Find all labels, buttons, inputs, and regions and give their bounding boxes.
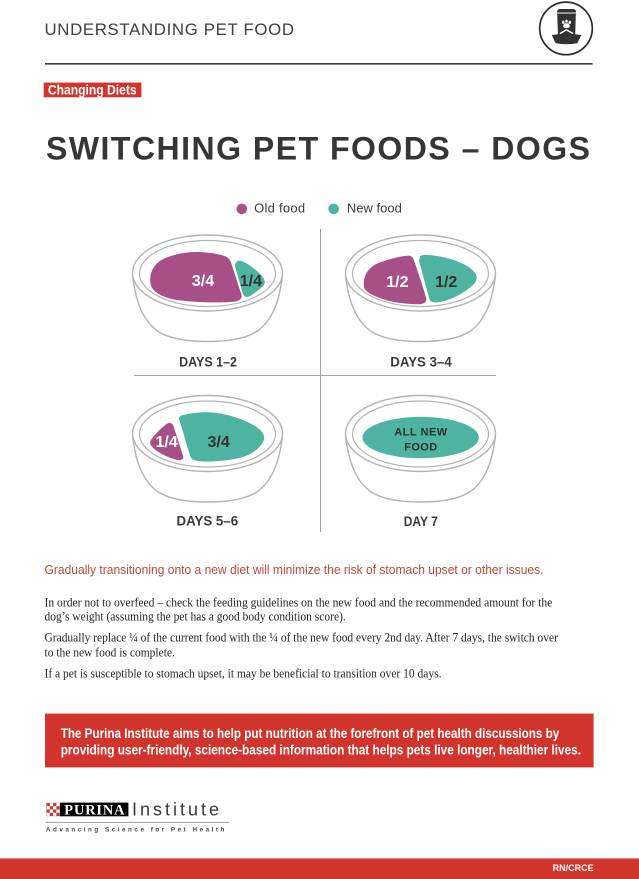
svg-text:Changing Diets: Changing Diets [48,82,137,98]
svg-text:to the new food is complete.: to the new food is complete. [45,645,175,660]
svg-text:FOOD: FOOD [404,442,437,454]
svg-text:3/4: 3/4 [207,434,229,451]
svg-text:DAYS 5–6: DAYS 5–6 [177,513,239,528]
svg-text:1/4: 1/4 [155,434,177,451]
svg-text:DAYS 3–4: DAYS 3–4 [390,355,452,370]
svg-text:RN/CRCE: RN/CRCE [553,863,594,873]
svg-text:1/2: 1/2 [435,274,457,291]
svg-text:Old food: Old food [254,201,305,216]
svg-text:1/4: 1/4 [240,273,262,290]
svg-text:SWITCHING PET FOODS – DOGS: SWITCHING PET FOODS – DOGS [46,130,590,166]
svg-text:In order not to overfeed – che: In order not to overfeed – check the fee… [45,594,553,609]
svg-text:3/4: 3/4 [192,273,214,290]
svg-text:Institute: Institute [132,800,219,820]
svg-text:providing user-friendly, scien: providing user-friendly, science-based i… [61,743,581,758]
svg-text:UNDERSTANDING PET FOOD: UNDERSTANDING PET FOOD [45,20,295,39]
svg-text:ALL NEW: ALL NEW [394,427,448,439]
svg-text:DAY 7: DAY 7 [404,514,438,529]
svg-text:DAYS 1–2: DAYS 1–2 [179,355,237,370]
svg-text:Gradually replace ¼ of the cur: Gradually replace ¼ of the current food … [45,630,559,645]
svg-text:Advancing Science for Pet Heal: Advancing Science for Pet Health [46,827,225,834]
svg-text:1/2: 1/2 [386,274,408,291]
svg-text:If a pet is susceptible to sto: If a pet is susceptible to stomach upset… [45,665,442,680]
svg-text:The Purina Institute aims to h: The Purina Institute aims to help put nu… [61,726,560,741]
svg-text:Gradually transitioning onto a: Gradually transitioning onto a new diet … [45,562,544,577]
svg-text:New food: New food [347,201,402,216]
svg-text:PURINA: PURINA [64,803,125,819]
svg-text:dog’s weight (assuming the pet: dog’s weight (assuming the pet has a goo… [45,609,346,624]
